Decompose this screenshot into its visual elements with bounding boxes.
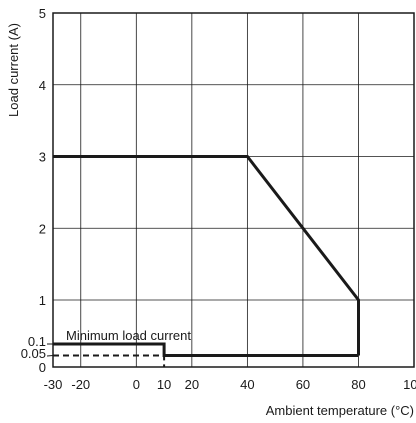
series-lines xyxy=(53,155,360,367)
x-tick-label: 100 xyxy=(403,377,416,392)
y-axis-label: Load current (A) xyxy=(6,23,21,117)
y-tick-label: 5 xyxy=(39,6,46,21)
x-tick-label: -20 xyxy=(71,377,90,392)
y-tick-label: 2 xyxy=(39,221,46,236)
x-tick-label: 60 xyxy=(296,377,310,392)
leader-line xyxy=(46,355,54,357)
y-tick-label: 0.05 xyxy=(21,346,46,361)
y-tick-label: 3 xyxy=(39,150,46,165)
annotation-label: Minimum load current xyxy=(66,328,191,343)
series-line-min-step xyxy=(53,342,359,357)
series-line-min-dashed xyxy=(53,354,166,367)
annotations: Minimum load current xyxy=(66,328,191,343)
plot-frame xyxy=(52,12,415,368)
y-tick-label: 1 xyxy=(39,293,46,308)
x-axis-label: Ambient temperature (°C) xyxy=(266,403,414,418)
x-tick-label: 80 xyxy=(351,377,365,392)
x-tick-label: 0 xyxy=(133,377,140,392)
x-tick-label: -30 xyxy=(44,377,63,392)
y-tick-label: 0 xyxy=(39,360,46,375)
x-tick-label: 40 xyxy=(240,377,254,392)
series-line-rated xyxy=(53,155,360,356)
x-tick-label: 20 xyxy=(185,377,199,392)
y-tick-label: 4 xyxy=(39,78,46,93)
y-tick-label: 0.1 xyxy=(28,334,46,349)
x-tick-label: 10 xyxy=(157,377,171,392)
